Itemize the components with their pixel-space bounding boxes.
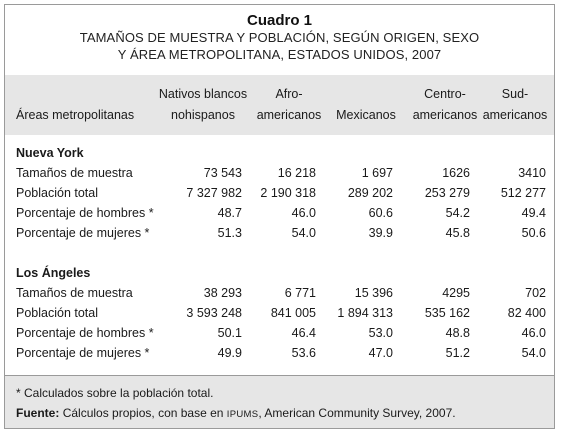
cell-value: 49.9 (217, 346, 242, 360)
cell-value: 38 293 (203, 286, 242, 300)
cell-value: 54.0 (521, 346, 546, 360)
cell-value: 46.4 (291, 326, 316, 340)
cell-value: 1 697 (361, 166, 393, 180)
header-row-label: Áreas metropolitanas (16, 108, 135, 122)
header-col2-line1: Afro- (275, 87, 303, 101)
header-col2-line2: americanos (256, 108, 322, 122)
cell-value: 702 (525, 286, 546, 300)
source-ipums: IPUMS (226, 409, 259, 420)
cell-value: 7 327 982 (186, 186, 242, 200)
table-body: Nueva York Tamaños de muestra Población … (5, 135, 554, 375)
cell-value: 47.0 (368, 346, 393, 360)
cell-value: 53.6 (291, 346, 316, 360)
table-number: Cuadro 1 (246, 12, 312, 29)
cell-value: 6 771 (284, 286, 316, 300)
row-label: Porcentaje de hombres * (16, 206, 154, 220)
source-text-post: , American Community Survey, 2007. (258, 406, 456, 420)
cell-value: 54.0 (291, 226, 316, 240)
header-col1-line2: nohispanos (171, 108, 235, 122)
cell-value: 51.2 (445, 346, 470, 360)
source-text-pre: Cálculos propios, con base en (62, 406, 224, 420)
table-header: Áreas metropolitanas Nativos blancos noh… (5, 75, 554, 135)
cell-value: 512 277 (500, 186, 546, 200)
source-label: Fuente: (16, 406, 60, 420)
cell-value: 48.8 (445, 326, 470, 340)
row-label: Porcentaje de mujeres * (16, 226, 150, 240)
cell-value: 841 005 (270, 306, 316, 320)
cell-value: 46.0 (521, 326, 546, 340)
header-col4-line2: americanos (412, 108, 478, 122)
section-title-nueva-york: Nueva York (16, 146, 84, 160)
row-label: Porcentaje de hombres * (16, 326, 154, 340)
cell-value: 253 279 (424, 186, 470, 200)
cell-value: 39.9 (368, 226, 393, 240)
cell-value: 60.6 (368, 206, 393, 220)
cell-value: 1 894 313 (337, 306, 393, 320)
row-label: Tamaños de muestra (16, 286, 133, 300)
section-title-los-angeles: Los Ángeles (16, 266, 91, 280)
cell-value: 289 202 (347, 186, 393, 200)
cell-value: 16 218 (277, 166, 316, 180)
row-label: Población total (16, 306, 99, 320)
cell-value: 46.0 (291, 206, 316, 220)
cell-value: 49.4 (521, 206, 546, 220)
table-title-line-1: TAMAÑOS DE MUESTRA Y POBLACIÓN, SEGÚN OR… (79, 30, 480, 45)
table-footer: * Calculados sobre la población total. F… (5, 375, 554, 428)
source-line: Fuente: Cálculos propios, con base en IP… (16, 406, 456, 420)
cell-value: 4295 (442, 286, 470, 300)
table-title-block: Cuadro 1 TAMAÑOS DE MUESTRA Y POBLACIÓN,… (5, 5, 554, 75)
cell-value: 73 543 (203, 166, 242, 180)
table-title-line-2: Y ÁREA METROPOLITANA, ESTADOS UNIDOS, 20… (117, 47, 442, 62)
footnote: * Calculados sobre la población total. (16, 386, 214, 400)
cell-value: 50.6 (521, 226, 546, 240)
cell-value: 3 593 248 (186, 306, 242, 320)
cell-value: 1626 (442, 166, 470, 180)
header-col4-line1: Centro- (424, 87, 466, 101)
cell-value: 15 396 (354, 286, 393, 300)
header-col1-line1: Nativos blancos (158, 87, 248, 101)
row-label: Población total (16, 186, 99, 200)
row-label: Porcentaje de mujeres * (16, 346, 150, 360)
row-label: Tamaños de muestra (16, 166, 133, 180)
cell-value: 53.0 (368, 326, 393, 340)
cell-value: 50.1 (217, 326, 242, 340)
header-col5-line2: americanos (482, 108, 548, 122)
cell-value: 54.2 (445, 206, 470, 220)
header-col3: Mexicanos (336, 108, 396, 122)
cell-value: 48.7 (217, 206, 242, 220)
cell-value: 3410 (518, 166, 546, 180)
cell-value: 45.8 (445, 226, 470, 240)
cell-value: 51.3 (217, 226, 242, 240)
table-frame: Cuadro 1 TAMAÑOS DE MUESTRA Y POBLACIÓN,… (4, 4, 555, 429)
cell-value: 2 190 318 (260, 186, 316, 200)
header-col5-line1: Sud- (501, 87, 529, 101)
cell-value: 82 400 (507, 306, 546, 320)
cell-value: 535 162 (424, 306, 470, 320)
